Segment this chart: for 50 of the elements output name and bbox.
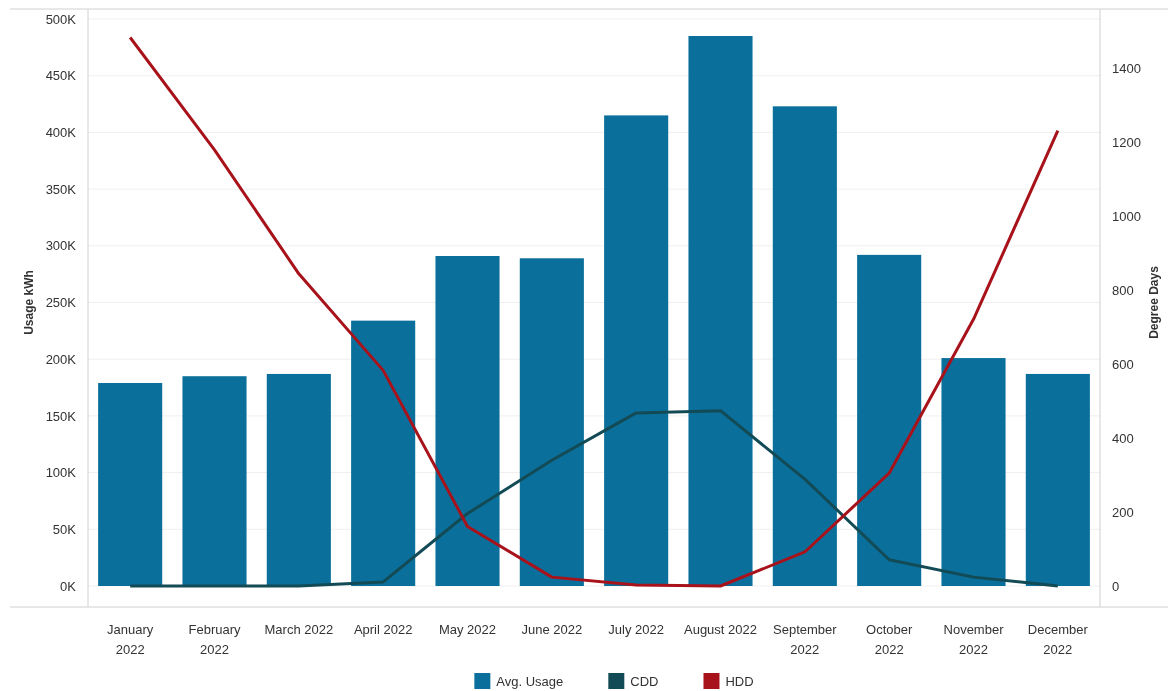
x-tick-label: July 2022 [608,622,664,637]
bar [182,376,247,586]
bar [98,383,163,586]
y-tick-label: 450K [45,68,77,84]
x-tick-label: December 2022 [1027,622,1089,657]
line-series [128,409,1060,588]
y-tick-label: 0K [60,578,77,594]
x-tick-label: August 2022 [683,622,758,637]
y-tick-label: 250K [45,295,77,311]
bar [857,254,922,586]
legend-label: Avg. Usage [496,674,564,689]
x-tick-label: October 2022 [866,622,913,657]
x-tick-label: September 2022 [773,622,838,657]
y2-tick-label: 800 [1112,282,1134,298]
legend-label: HDD [725,674,754,689]
legend-label: CDD [630,674,659,689]
x-tick-label: February 2022 [188,622,241,657]
y-tick-label: 150K [45,408,77,424]
y2-tick-label: 1200 [1112,134,1141,150]
bar [266,373,331,586]
x-tick-label: April 2022 [353,622,413,637]
x-tick-label: June 2022 [521,622,583,637]
bar [1025,373,1090,586]
y-tick-label: 200K [45,351,77,367]
y-tick-label: 400K [45,125,77,141]
y-tick-label: 300K [45,238,77,254]
bar [772,106,837,586]
y2-tick-label: 0 [1112,578,1120,594]
y-tick-label: 500K [45,11,77,27]
bar [604,115,669,586]
y2-tick-label: 200 [1112,504,1134,520]
x-tick-label: March 2022 [264,622,334,637]
x-tick-label: May 2022 [438,622,497,637]
y2-tick-label: 400 [1112,430,1134,446]
y2-tick-label: 600 [1112,356,1134,372]
x-tick-label: January 2022 [107,622,154,657]
y2-tick-label: 1400 [1112,60,1141,76]
bar [688,36,753,586]
bar [435,256,500,586]
y2-axis-title: Degree Days [1147,265,1161,339]
bar [941,358,1006,586]
y-tick-label: 50K [52,521,77,537]
line-series [128,35,1060,588]
y-tick-label: 350K [45,181,77,197]
bar [519,258,584,586]
y-tick-label: 100K [45,465,77,481]
x-tick-label: November 2022 [943,622,1005,657]
y-axis-title: Usage kWh [22,270,36,335]
bar [351,320,416,586]
y2-tick-label: 1000 [1112,208,1141,224]
